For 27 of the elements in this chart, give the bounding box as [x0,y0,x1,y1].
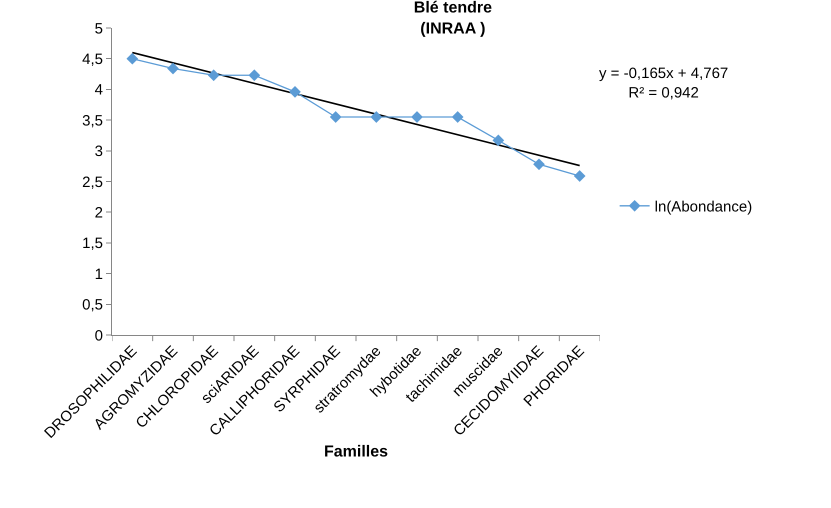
y-tick-label: 3,5 [82,112,103,130]
point [574,170,586,182]
annotation: y = -0,165x + 4,767 R² = 0,942 [599,65,728,102]
y-tick-label: 4 [94,82,103,99]
y-tick-label: 1,5 [82,235,103,252]
legend-label: ln(Abondance) [654,198,752,216]
point [452,111,464,123]
y-tick-label: 2 [94,204,103,222]
point [126,52,138,65]
point [533,158,545,170]
point [492,134,504,146]
y-tick-label: 4,5 [82,50,103,68]
point [411,111,423,123]
chart-title: Blé tendre (INRAA ) [414,0,492,38]
point [167,62,179,74]
point [330,111,342,123]
point [208,69,220,82]
y-tick-label: 0 [94,327,103,344]
point [370,111,382,123]
x-axis-title: Familles [324,444,388,461]
y-tick-label: 5 [94,20,103,38]
y-tick-label: 2,5 [82,174,103,191]
point [248,69,260,82]
y-tick-label: 3 [94,143,103,160]
y-tick-label: 1 [94,266,103,283]
point [289,86,301,98]
y-tick-label: 0,5 [82,296,103,314]
